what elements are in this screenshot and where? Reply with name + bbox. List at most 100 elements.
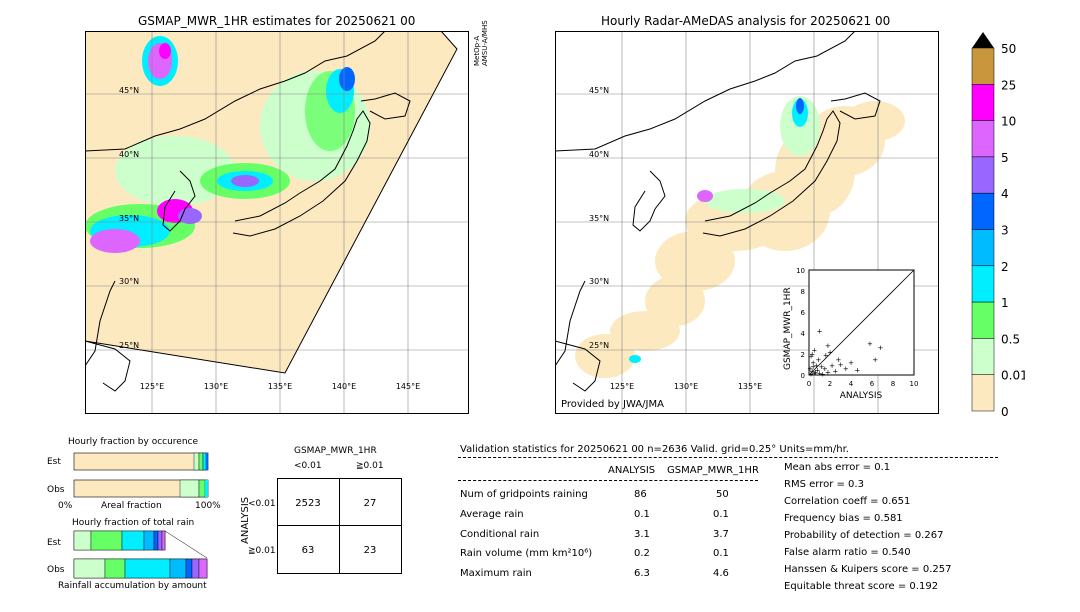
- data-credit: Provided by JWA/JMA: [561, 399, 664, 410]
- scatter-xlabel: ANALYSIS: [840, 391, 883, 401]
- lon-label: 130°E: [204, 382, 228, 391]
- left-map-swath-edge: [85, 31, 458, 374]
- scatter-point: +: [814, 366, 820, 374]
- contingency-table: ANALYSIS <0.01 ≧0.01 2523 27 63 23: [240, 478, 402, 574]
- left-map-satellite-label: MetOp-A AMSU-A/MHS: [471, 14, 493, 74]
- contingency-cell: 27: [364, 498, 377, 509]
- colorbar: 50 25 10 5 4 3 2 1 0.5 0.01 0: [971, 32, 1025, 418]
- scatter-point: +: [877, 344, 883, 352]
- est-total-segment: [121, 530, 145, 551]
- colorbar-label: 0.01: [1001, 369, 1025, 383]
- scatter-point: +: [819, 363, 825, 371]
- hist-obs-label: Obs: [47, 485, 65, 495]
- lat-label: 30°N: [589, 277, 609, 286]
- scatter-ylabel: GSMAP_MWR_1HR: [783, 287, 793, 370]
- obs-total-segment: [198, 558, 208, 579]
- stats-row-analysis: 0.2: [634, 548, 650, 559]
- y-tick: 2: [801, 351, 805, 359]
- scatter-point: +: [822, 365, 828, 373]
- hist-footer: Rainfall accumulation by amount: [58, 581, 207, 591]
- scatter-point: +: [835, 356, 841, 364]
- lon-label: 135°E: [268, 382, 292, 391]
- hist-occurrence-title: Hourly fraction by occurence: [68, 437, 199, 447]
- y-tick: 0: [801, 372, 805, 380]
- stats-row-gsmap: 0.1: [713, 548, 729, 559]
- est-total-segment: [143, 530, 155, 551]
- est-bar-segment: [206, 453, 208, 470]
- colorbar-label: 0: [1001, 405, 1009, 418]
- colorbar-label: 2: [1001, 260, 1009, 274]
- stats-row-analysis: 86: [634, 489, 647, 500]
- contingency-side-label: ANALYSIS: [240, 497, 251, 544]
- lat-label: 40°N: [589, 150, 609, 159]
- scatter-point: +: [813, 362, 819, 370]
- right-map-lon-labels: 125°E 130°E 135°E: [610, 382, 762, 391]
- scatter-point: +: [838, 361, 844, 369]
- x-tick: 2: [828, 380, 832, 388]
- contingency-cell: 2523: [295, 498, 320, 509]
- contingency-row2: ≧0.01: [248, 546, 276, 556]
- hist2-obs-label: Obs: [47, 565, 65, 575]
- score: False alarm ratio = 0.540: [784, 547, 911, 558]
- scatter-point: +: [872, 356, 878, 364]
- stats-divider: [458, 457, 998, 458]
- colorbar-swatch: [971, 156, 995, 194]
- scatter-point: +: [825, 368, 831, 376]
- contingency-col2: ≧0.01: [356, 461, 384, 471]
- colorbar-swatch: [971, 84, 995, 121]
- obs-total-segment: [104, 558, 126, 579]
- obs-total-segment: [185, 558, 193, 579]
- obs-bar-segment: [205, 480, 208, 497]
- left-map-grid: [85, 31, 469, 414]
- left-map-lat-labels: 45°N 40°N 35°N 30°N 25°N: [119, 86, 139, 350]
- right-map-title: Hourly Radar-AMeDAS analysis for 2025062…: [601, 14, 891, 28]
- y-tick: 6: [801, 309, 806, 317]
- lon-label: 130°E: [674, 382, 698, 391]
- colorbar-label: 3: [1001, 224, 1009, 238]
- lon-label: 145°E: [396, 382, 420, 391]
- obs-total-segment: [73, 558, 106, 579]
- colorbar-swatch: [971, 265, 995, 303]
- obs-total-segment: [124, 558, 171, 579]
- scatter-point: +: [811, 369, 817, 377]
- lat-label: 40°N: [119, 150, 139, 159]
- obs-bar-segment: [198, 479, 206, 498]
- scatter-point: +: [848, 359, 854, 367]
- lat-label: 45°N: [119, 86, 139, 95]
- est-total-segment: [90, 530, 123, 551]
- est-bar-segment: [193, 452, 200, 471]
- stats-row-analysis: 0.1: [634, 509, 650, 520]
- scatter-point: +: [817, 327, 823, 335]
- contingency-cell: 23: [364, 545, 377, 556]
- colorbar-swatch: [971, 120, 995, 158]
- scatter-point: +: [817, 369, 823, 377]
- stats-row-label: Num of gridpoints raining: [460, 489, 588, 500]
- est-total-segment: [73, 530, 92, 551]
- stats-row-gsmap: 50: [716, 489, 729, 500]
- lat-label: 25°N: [119, 341, 139, 350]
- left-map: 45°N 40°N 35°N 30°N 25°N 125°E 130°E 135…: [85, 31, 469, 414]
- colorbar-swatch: [971, 192, 995, 230]
- score: Hanssen & Kuipers score = 0.257: [784, 564, 952, 575]
- y-tick: 4: [801, 330, 806, 338]
- colorbar-label: 4: [1001, 187, 1009, 201]
- scatter-point: +: [811, 346, 817, 354]
- axis-0-label: 0%: [58, 501, 73, 511]
- lon-label: 125°E: [610, 382, 634, 391]
- connector-line: [164, 530, 208, 559]
- scatter-point: +: [827, 348, 833, 356]
- lat-label: 45°N: [589, 86, 609, 95]
- score: Mean abs error = 0.1: [784, 462, 891, 473]
- contingency-title: GSMAP_MWR_1HR: [294, 446, 377, 456]
- x-tick: 6: [870, 380, 875, 388]
- x-tick: 10: [910, 380, 919, 388]
- colorbar-swatch: [971, 47, 995, 85]
- stats-col-gsmap: GSMAP_MWR_1HR: [667, 465, 759, 476]
- hist-est-label: Est: [47, 457, 61, 467]
- colorbar-swatch: [971, 229, 995, 267]
- axis-areal-label: Areal fraction: [101, 501, 162, 511]
- scatter-point: +: [843, 365, 849, 373]
- score: Equitable threat score = 0.192: [784, 581, 939, 592]
- score: Probability of detection = 0.267: [784, 530, 944, 541]
- left-map-lon-labels: 125°E 130°E 135°E 140°E 145°E: [140, 382, 420, 391]
